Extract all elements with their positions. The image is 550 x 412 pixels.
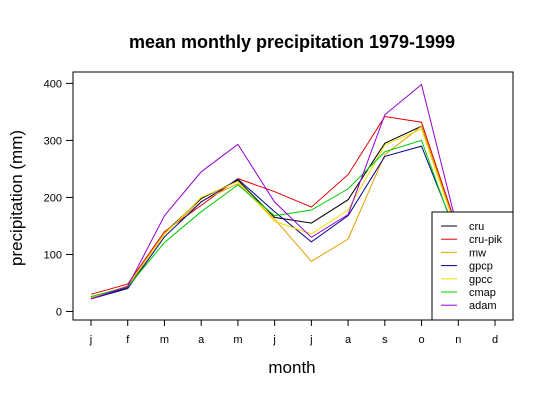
- series-line-adam: [90, 83, 459, 300]
- plot-area-frame: [72, 71, 514, 321]
- x-tick-label: m: [160, 334, 169, 346]
- legend-label-adam: adam: [469, 300, 497, 312]
- y-axis: 0 100 200 300 400: [44, 78, 73, 318]
- x-tick-label: s: [382, 334, 388, 346]
- x-tick-label: n: [455, 334, 461, 346]
- series-line-mw: [90, 125, 459, 298]
- series-lines: [90, 83, 459, 300]
- y-axis-title: precipitation (mm): [7, 130, 26, 266]
- series-line-cmap: [90, 139, 459, 298]
- x-tick-label: j: [272, 334, 275, 346]
- x-tick-label: f: [126, 334, 130, 346]
- x-tick-label: d: [492, 334, 498, 346]
- y-tick-label: 400: [44, 78, 62, 90]
- x-tick-label: m: [233, 334, 242, 346]
- x-tick-label: a: [198, 334, 205, 346]
- legend-label-mw: mw: [469, 247, 486, 259]
- legend-label-gpcp: gpcp: [469, 261, 493, 273]
- chart-title: mean monthly precipitation 1979-1999: [129, 32, 455, 52]
- legend-label-cru: cru: [469, 221, 484, 233]
- x-axis-title: month: [268, 358, 315, 377]
- series-line-gpcc: [90, 128, 459, 299]
- y-tick-label: 300: [44, 135, 62, 147]
- legend-label-cru-pik: cru-pik: [469, 234, 503, 246]
- legend-label-cmap: cmap: [469, 287, 496, 299]
- series-line-gpcp: [90, 145, 459, 300]
- legend-label-gpcc: gpcc: [469, 274, 493, 286]
- y-tick-label: 0: [56, 306, 62, 318]
- x-tick-label: j: [89, 334, 92, 346]
- y-tick-label: 100: [44, 249, 62, 261]
- x-tick-label: o: [418, 334, 424, 346]
- y-tick-label: 200: [44, 192, 62, 204]
- series-line-cru-pik: [90, 115, 459, 295]
- x-tick-label: a: [345, 334, 352, 346]
- x-tick-label: j: [309, 334, 312, 346]
